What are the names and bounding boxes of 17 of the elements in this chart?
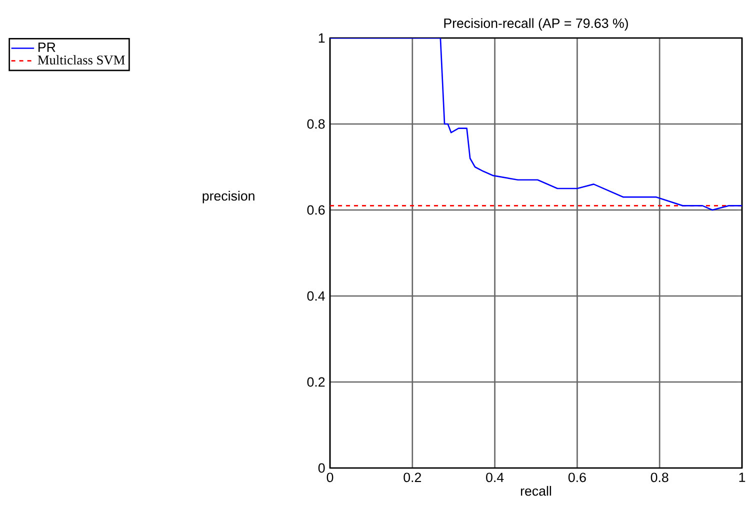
x-tick-label: 0.4 [486, 472, 504, 482]
x-tick-label: 0 [326, 472, 334, 482]
legend-label: PR [38, 42, 56, 52]
x-axis-title: recall [520, 486, 552, 496]
legend-label: Multiclass SVM [38, 55, 125, 65]
y-tick-label: 0 [318, 463, 325, 473]
y-tick-label: 0.8 [307, 119, 325, 129]
chart-title: Precision-recall (AP = 79.63 %) [444, 18, 628, 31]
y-tick-label: 0.6 [307, 205, 325, 215]
x-tick-label: 1 [739, 472, 746, 482]
x-tick-label: 0.6 [568, 472, 586, 482]
x-tick-label: 0.2 [404, 472, 422, 482]
y-tick-label: 1 [318, 33, 325, 43]
y-tick-label: 0.2 [307, 377, 325, 387]
x-tick-label: 0.8 [650, 472, 668, 482]
y-tick-label: 0.4 [307, 291, 325, 301]
y-axis-title: precision [202, 190, 254, 204]
